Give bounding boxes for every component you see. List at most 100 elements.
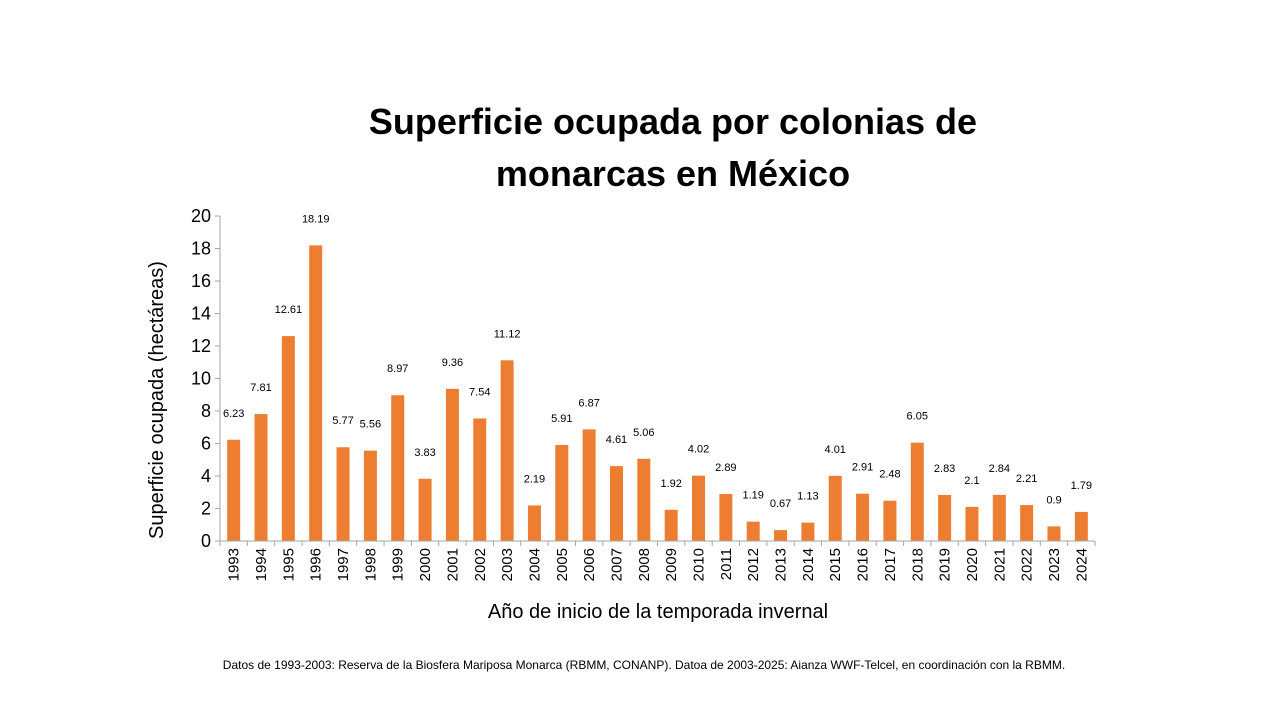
x-tick-label-2002: 2002 <box>472 548 489 581</box>
x-tick-label-1995: 1995 <box>280 548 297 581</box>
chart-title-line-1: Superficie ocupada por colonias de <box>369 101 977 142</box>
data-labels: 6.23 7.81 12.61 18.19 5.77 5.56 8.97 3.83 9.36 7.… <box>223 213 1092 510</box>
x-tick-label-1997: 1997 <box>335 548 352 581</box>
y-tick-label: 10 <box>191 369 211 389</box>
bar-2012 <box>746 521 760 541</box>
data-label-1998: 5.56 <box>360 419 381 431</box>
bar-2020 <box>965 506 979 541</box>
bar-2007 <box>609 466 623 541</box>
bar-2000 <box>418 478 432 541</box>
data-label-2015: 4.01 <box>825 444 846 456</box>
bar-series <box>227 245 1088 541</box>
bar-2014 <box>801 522 815 541</box>
bar-1993 <box>227 439 241 541</box>
bar-2010 <box>692 475 706 541</box>
x-tick-label-2018: 2018 <box>909 548 926 581</box>
data-label-2000: 3.83 <box>414 447 435 459</box>
data-label-2019: 2.83 <box>934 463 955 475</box>
bar-2021 <box>992 494 1006 541</box>
y-tick-label: 4 <box>201 466 211 486</box>
x-tick-label-2013: 2013 <box>773 548 790 581</box>
y-axis-tick-labels: 0 2 4 6 8 10 12 14 16 18 20 <box>191 206 220 551</box>
x-tick-label-1996: 1996 <box>308 548 325 581</box>
x-tick-label-2006: 2006 <box>581 548 598 581</box>
x-tick-label-2023: 2023 <box>1046 548 1063 581</box>
data-label-2009: 1.92 <box>660 478 681 490</box>
bar-1995 <box>281 336 295 541</box>
bar-2009 <box>664 509 678 541</box>
y-tick-label: 12 <box>191 336 211 356</box>
data-label-2005: 5.91 <box>551 413 572 425</box>
data-label-2013: 0.67 <box>770 498 791 510</box>
y-tick-label: 16 <box>191 271 211 291</box>
data-label-1996: 18.19 <box>302 213 330 225</box>
data-label-2010: 4.02 <box>688 444 709 456</box>
source-note: Datos de 1993-2003: Reserva de la Biosfe… <box>223 658 1065 672</box>
x-axis-tick-labels: 1993 1994 1995 1996 1997 1998 1999 2000 2001 2002… <box>219 541 1096 581</box>
x-tick-label-2016: 2016 <box>855 548 872 581</box>
data-label-2023: 0.9 <box>1046 494 1061 506</box>
x-tick-label-1993: 1993 <box>226 548 243 581</box>
data-label-2011: 2.89 <box>715 462 736 474</box>
data-label-2008: 5.06 <box>633 427 654 439</box>
x-tick-label-2022: 2022 <box>1019 548 1036 581</box>
bar-1998 <box>363 450 377 541</box>
bar-2024 <box>1074 511 1088 541</box>
y-tick-label: 18 <box>191 239 211 259</box>
y-tick-label: 0 <box>201 531 211 551</box>
data-label-2020: 2.1 <box>964 475 979 487</box>
x-tick-label-2008: 2008 <box>636 548 653 581</box>
x-tick-label-2003: 2003 <box>499 548 516 581</box>
y-tick-label: 8 <box>201 401 211 421</box>
data-label-1997: 5.77 <box>332 415 353 427</box>
data-label-2021: 2.84 <box>989 463 1010 475</box>
data-label-2012: 1.19 <box>742 490 763 502</box>
bar-2002 <box>473 418 487 541</box>
bar-2023 <box>1047 526 1061 541</box>
data-label-2001: 9.36 <box>442 357 463 369</box>
x-tick-label-1998: 1998 <box>362 548 379 581</box>
x-tick-label-2012: 2012 <box>745 548 762 581</box>
bar-2004 <box>527 505 541 541</box>
data-label-2002: 7.54 <box>469 386 490 398</box>
x-tick-label-1999: 1999 <box>390 548 407 581</box>
bar-2016 <box>856 493 870 541</box>
bar-2006 <box>582 429 596 541</box>
x-tick-label-2001: 2001 <box>444 548 461 581</box>
data-label-1993: 6.23 <box>223 408 244 420</box>
x-tick-label-2021: 2021 <box>991 548 1008 581</box>
x-tick-label-2024: 2024 <box>1073 548 1090 581</box>
data-label-2006: 6.87 <box>578 397 599 409</box>
bar-1996 <box>309 245 323 541</box>
x-tick-label-2005: 2005 <box>554 548 571 581</box>
bar-1994 <box>254 414 268 541</box>
data-label-2004: 2.19 <box>524 473 545 485</box>
x-tick-label-2017: 2017 <box>882 548 899 581</box>
data-label-2022: 2.21 <box>1016 473 1037 485</box>
x-tick-label-2020: 2020 <box>964 548 981 581</box>
y-axis-title: Superficie ocupada (hectáreas) <box>146 261 168 539</box>
bar-1999 <box>391 395 405 541</box>
data-label-2024: 1.79 <box>1071 480 1092 492</box>
bar-2015 <box>828 475 842 541</box>
data-label-2016: 2.91 <box>852 462 873 474</box>
x-tick-label-2009: 2009 <box>663 548 680 581</box>
x-tick-label-2010: 2010 <box>691 548 708 581</box>
x-tick-label-2015: 2015 <box>827 548 844 581</box>
data-label-2003: 11.12 <box>494 328 521 340</box>
bar-2013 <box>774 530 788 541</box>
bar-2005 <box>555 444 569 541</box>
x-tick-label-2004: 2004 <box>526 548 543 581</box>
chart-title-line-2: monarcas en México <box>496 153 850 194</box>
x-tick-label-2000: 2000 <box>417 548 434 581</box>
data-label-2018: 6.05 <box>907 411 928 423</box>
data-label-1999: 8.97 <box>387 363 408 375</box>
x-axis-title: Año de inicio de la temporada invernal <box>488 601 828 623</box>
bar-2003 <box>500 360 514 541</box>
y-tick-label: 14 <box>191 304 211 324</box>
y-tick-label: 20 <box>191 206 211 226</box>
data-label-1994: 7.81 <box>250 382 271 394</box>
bar-1997 <box>336 447 350 541</box>
data-label-2014: 1.13 <box>797 491 818 503</box>
